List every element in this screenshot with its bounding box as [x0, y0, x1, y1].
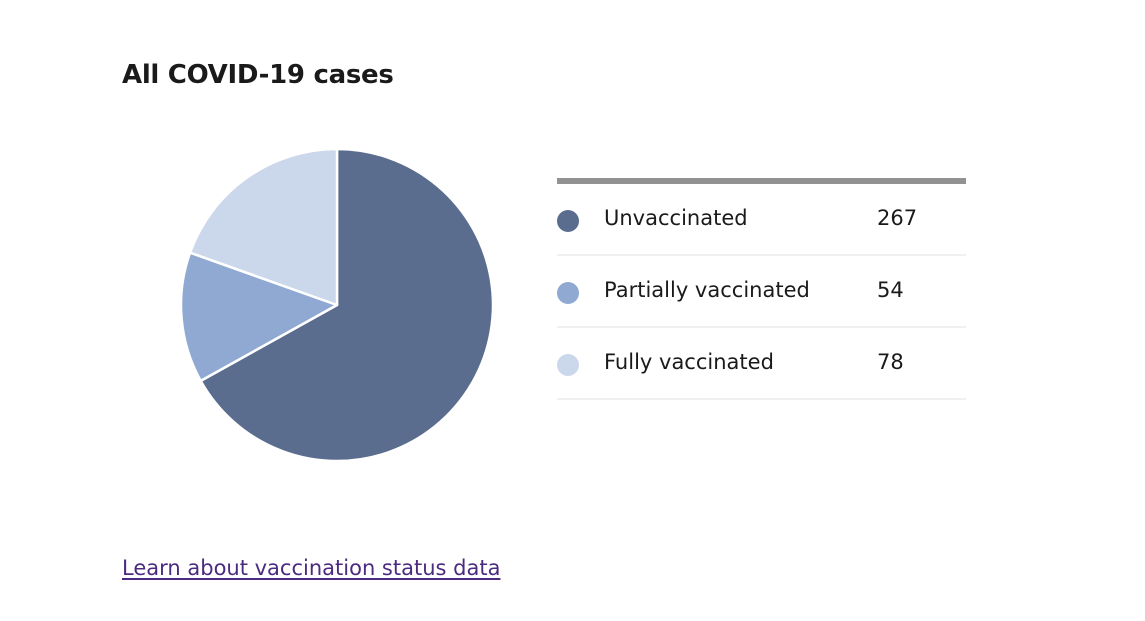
- pie-slice-unvaccinated: [199, 147, 495, 463]
- learn-vaccination-status-link[interactable]: Learn about vaccination status data: [122, 556, 501, 580]
- legend-label-unvaccinated: Unvaccinated: [604, 206, 748, 230]
- legend-label-fully-vaccinated: Fully vaccinated: [604, 350, 774, 374]
- legend-value-fully-vaccinated: 78: [877, 350, 904, 374]
- legend-row-partially-vaccinated: Partially vaccinated 54: [557, 256, 966, 328]
- legend-label-partially-vaccinated: Partially vaccinated: [604, 278, 810, 302]
- pie-chart-svg: [179, 147, 495, 463]
- pie-chart: [178, 146, 496, 464]
- legend-table: Unvaccinated 267 Partially vaccinated 54…: [557, 178, 966, 400]
- legend-swatch-fully-vaccinated: [557, 354, 579, 376]
- legend-swatch-partially-vaccinated: [557, 282, 579, 304]
- pie-slice-fully-vaccinated: [188, 147, 339, 307]
- legend-swatch-unvaccinated: [557, 210, 579, 232]
- legend-row-fully-vaccinated: Fully vaccinated 78: [557, 328, 966, 400]
- legend-value-partially-vaccinated: 54: [877, 278, 904, 302]
- pie-slice-partially-vaccinated: [179, 251, 339, 383]
- legend-row-unvaccinated: Unvaccinated 267: [557, 184, 966, 256]
- chart-title: All COVID-19 cases: [122, 60, 394, 90]
- legend-value-unvaccinated: 267: [877, 206, 918, 230]
